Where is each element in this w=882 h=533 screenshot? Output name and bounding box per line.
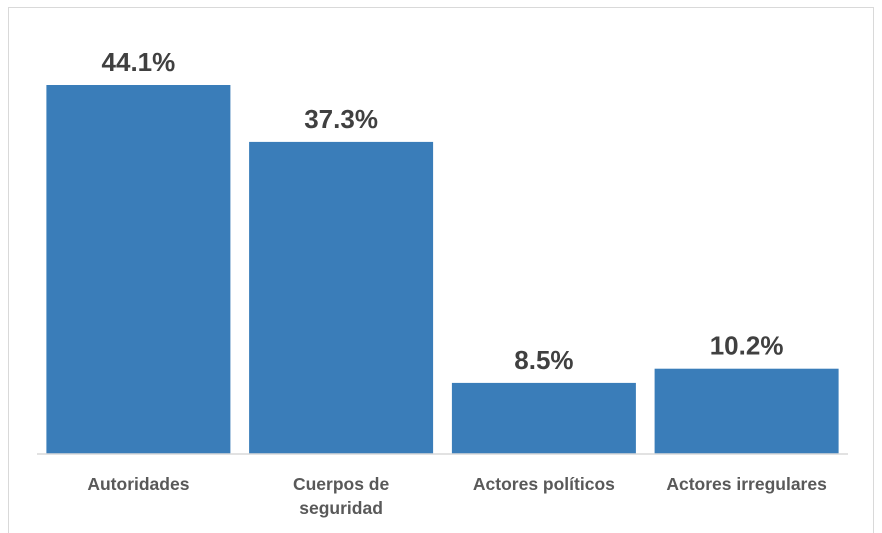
bar-1	[46, 85, 231, 454]
bars-group	[46, 85, 839, 454]
bar-2	[249, 141, 434, 454]
category-label-1: Autoridades	[87, 474, 189, 494]
category-label-line: Autoridades	[87, 474, 189, 494]
category-label-line: Actores irregulares	[666, 474, 827, 494]
category-label-4: Actores irregulares	[666, 474, 827, 494]
category-label-line: seguridad	[299, 498, 383, 518]
category-label-2: Cuerpos de seguridad	[293, 474, 390, 518]
bar-4	[654, 368, 839, 454]
data-labels-group: 44.1% 37.3% 8.5% 10.2%	[102, 47, 784, 375]
category-labels-group: Autoridades Cuerpos de seguridad Actores po…	[87, 474, 827, 518]
data-label-1: 44.1%	[102, 47, 176, 77]
category-label-line: Cuerpos de	[293, 474, 390, 494]
data-label-3: 8.5%	[514, 345, 573, 375]
category-label-3: Actores políticos	[473, 474, 615, 494]
data-label-4: 10.2%	[710, 331, 784, 361]
bar-3	[451, 382, 636, 454]
data-label-2: 37.3%	[304, 104, 378, 134]
category-label-line: Actores políticos	[473, 474, 615, 494]
